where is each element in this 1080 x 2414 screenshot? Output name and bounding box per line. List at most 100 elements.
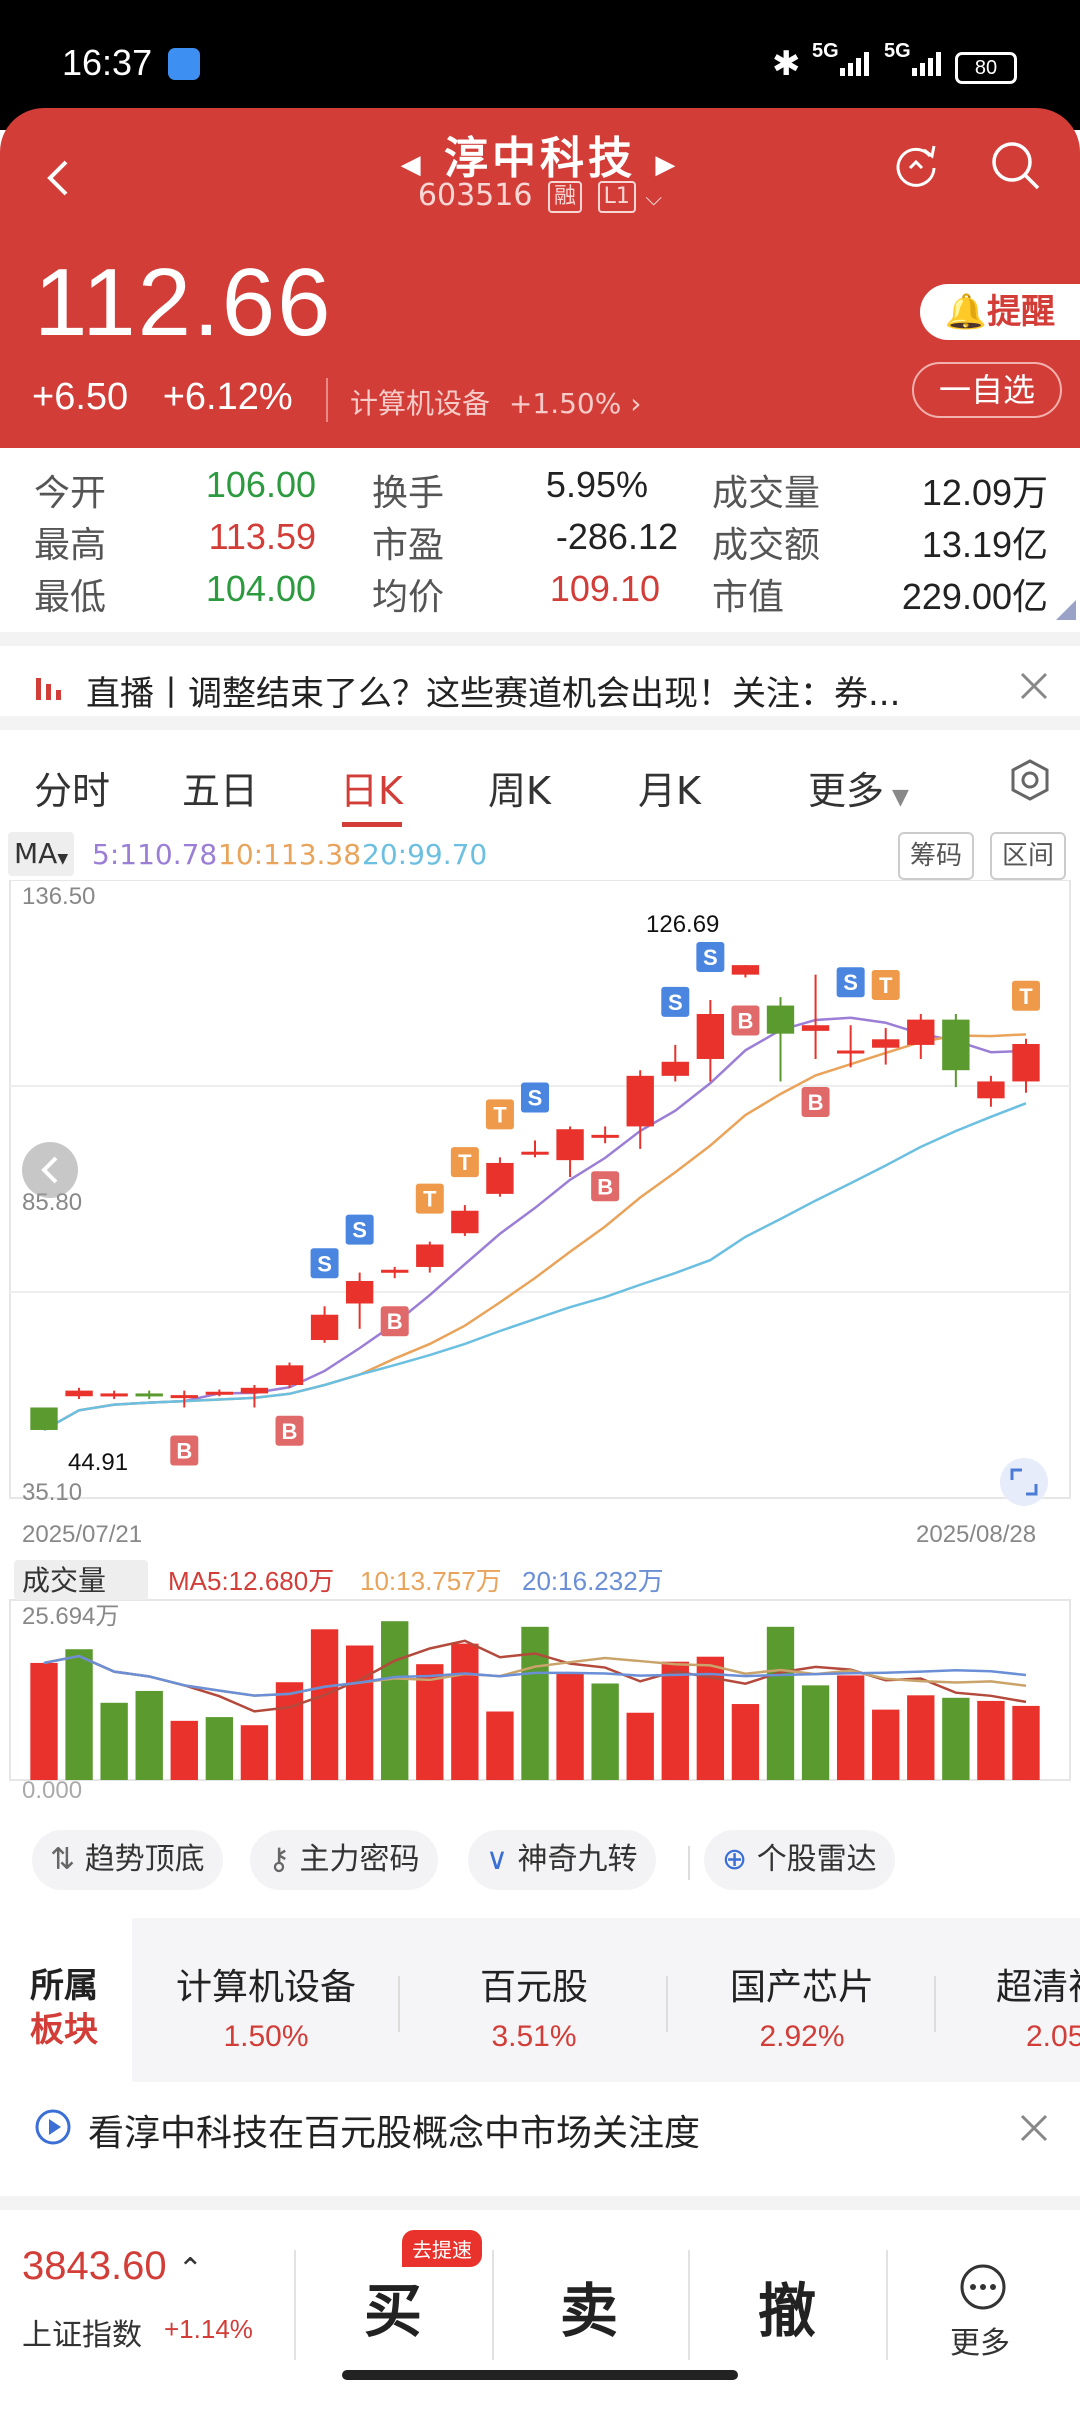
sector-name: 百元股	[479, 1967, 588, 2008]
sector-item[interactable]: 百元股 3.51%	[424, 1958, 644, 2054]
fullscreen-button[interactable]	[1000, 1458, 1048, 1506]
tool-label: 主力密码	[299, 1842, 420, 1877]
main-force-code-button[interactable]: ⚷ 主力密码	[250, 1830, 438, 1890]
app-notification-icon	[168, 48, 200, 80]
chevron-down-icon[interactable]: ⌵	[645, 186, 663, 211]
divider	[492, 2250, 494, 2360]
more-label[interactable]: 更多	[950, 2326, 1010, 2361]
tab-five-day[interactable]: 五日	[182, 769, 259, 813]
candle-body	[100, 1393, 128, 1397]
buy-button[interactable]: 买	[364, 2277, 423, 2345]
close-icon[interactable]	[1020, 2114, 1048, 2142]
level-tag[interactable]: L1	[597, 180, 636, 213]
signal-tag-text: T	[458, 1150, 472, 1175]
ma10-value: 10:113.38	[218, 838, 362, 871]
tab-monthly-k[interactable]: 月K	[638, 769, 701, 813]
signal-tag-text: T	[493, 1102, 507, 1127]
refresh-icon[interactable]	[890, 138, 942, 190]
y-axis-top-label: 136.50	[22, 883, 95, 910]
buy-speed-badge[interactable]: 去提速	[402, 2230, 482, 2267]
ma-selector[interactable]: MA▼	[8, 832, 75, 876]
attention-banner[interactable]: 看淳中科技在百元股概念中市场关注度	[0, 2090, 1080, 2166]
signal-tag-text: B	[176, 1438, 192, 1463]
tab-intraday[interactable]: 分时	[34, 769, 111, 813]
ma-lines	[43, 1016, 1027, 1432]
industry-link[interactable]: 计算机设备 +1.50% ›	[350, 382, 641, 422]
key-icon: ⚷	[268, 1842, 290, 1877]
amount-value: 13.19亿	[921, 524, 1048, 565]
volume-bar	[30, 1662, 58, 1780]
trend-top-bottom-button[interactable]: ⇅ 趋势顶底	[32, 1830, 223, 1890]
high-label: 最高	[34, 525, 107, 566]
tab-daily-k[interactable]: 日K	[340, 769, 403, 813]
signal-tag	[450, 1147, 479, 1178]
candle-body	[731, 965, 760, 975]
date-start-label: 2025/07/21	[22, 1521, 142, 1548]
candle-body	[345, 1281, 374, 1304]
tool-label: 趋势顶底	[84, 1842, 205, 1877]
turnover-value: 5.95%	[545, 464, 648, 505]
expand-corner-icon[interactable]	[1056, 600, 1076, 620]
vol-ma20-line	[43, 1654, 1027, 1697]
close-icon[interactable]	[1020, 672, 1048, 700]
volume-selector-bg[interactable]	[14, 1560, 148, 1600]
pe-label: 市盈	[372, 525, 445, 566]
candle-body	[766, 1005, 795, 1034]
volume-bar	[731, 1704, 760, 1780]
volume-bar	[170, 1720, 198, 1780]
search-icon[interactable]	[988, 138, 1044, 194]
tab-more[interactable]: 更多 ▼	[808, 760, 909, 815]
more-icon[interactable]	[958, 2262, 1008, 2312]
change-percent: +6.12%	[162, 376, 293, 418]
volume-bar	[836, 1675, 865, 1780]
sector-item[interactable]: 国产芯片 2.92%	[692, 1958, 912, 2054]
stock-radar-button[interactable]: ⊕ 个股雷达	[704, 1830, 895, 1890]
news-ticker[interactable]: 直播丨调整结束了么？这些赛道机会出现！关注：券...	[0, 632, 1080, 730]
volume-bar	[310, 1629, 339, 1780]
watchlist-button[interactable]: 一自选	[912, 362, 1062, 418]
index-value: 3843.60	[22, 2244, 167, 2288]
sell-button[interactable]: 卖	[560, 2277, 619, 2345]
candle-body	[591, 1134, 619, 1138]
signal-tag	[661, 986, 690, 1017]
candle-body	[135, 1393, 163, 1397]
signal-tag-text: S	[843, 970, 858, 995]
back-arrow-icon[interactable]	[40, 158, 80, 198]
signal-tag	[801, 1086, 830, 1117]
sector-item[interactable]: 超清视 2.05	[946, 1958, 1080, 2054]
vol-ma5-value: MA5:12.680万	[168, 1566, 334, 1596]
candle-body	[907, 1019, 935, 1045]
volume-bar	[100, 1702, 128, 1780]
cancel-order-button[interactable]: 撤	[758, 2277, 817, 2345]
volume-bar	[977, 1700, 1005, 1780]
remind-button[interactable]: 🔔提醒	[920, 284, 1080, 340]
tab-weekly-k[interactable]: 周K	[488, 769, 551, 813]
settings-hexagon-icon[interactable]	[1008, 758, 1052, 802]
prev-stock-icon[interactable]: ◀	[400, 150, 425, 180]
signal-tag-text: T	[879, 973, 893, 998]
chip-distribution-button[interactable]: 筹码	[898, 832, 975, 880]
range-button[interactable]: 区间	[990, 832, 1067, 880]
sector-name: 超清视	[996, 1967, 1080, 2008]
volume-bar	[486, 1711, 514, 1780]
volume-bars	[30, 1621, 1040, 1780]
current-price: 112.66	[34, 249, 333, 356]
volume-bar	[942, 1697, 970, 1780]
candle-body	[977, 1081, 1005, 1099]
sector-item[interactable]: 计算机设备 1.50%	[156, 1958, 376, 2054]
next-stock-icon[interactable]: ▶	[655, 150, 680, 180]
volume-selector-label[interactable]: 成交量	[22, 1564, 106, 1597]
signal-tag	[591, 1171, 620, 1202]
tool-label: 个股雷达	[756, 1842, 877, 1877]
volume-bar	[626, 1712, 654, 1780]
pe-value: -286.12	[555, 516, 678, 557]
news-text: 直播丨调整结束了么？这些赛道机会出现！关注：券...	[86, 674, 901, 714]
signal-tag-text: B	[808, 1090, 824, 1115]
chart-back-button[interactable]	[22, 1142, 78, 1198]
index-block[interactable]: 3843.60 ⌃	[22, 2244, 203, 2289]
signal-tag	[170, 1435, 199, 1466]
candle-body	[170, 1395, 198, 1399]
tab-more-label: 更多	[808, 769, 885, 813]
magic-nine-button[interactable]: ∨ 神奇九转	[468, 1830, 656, 1890]
